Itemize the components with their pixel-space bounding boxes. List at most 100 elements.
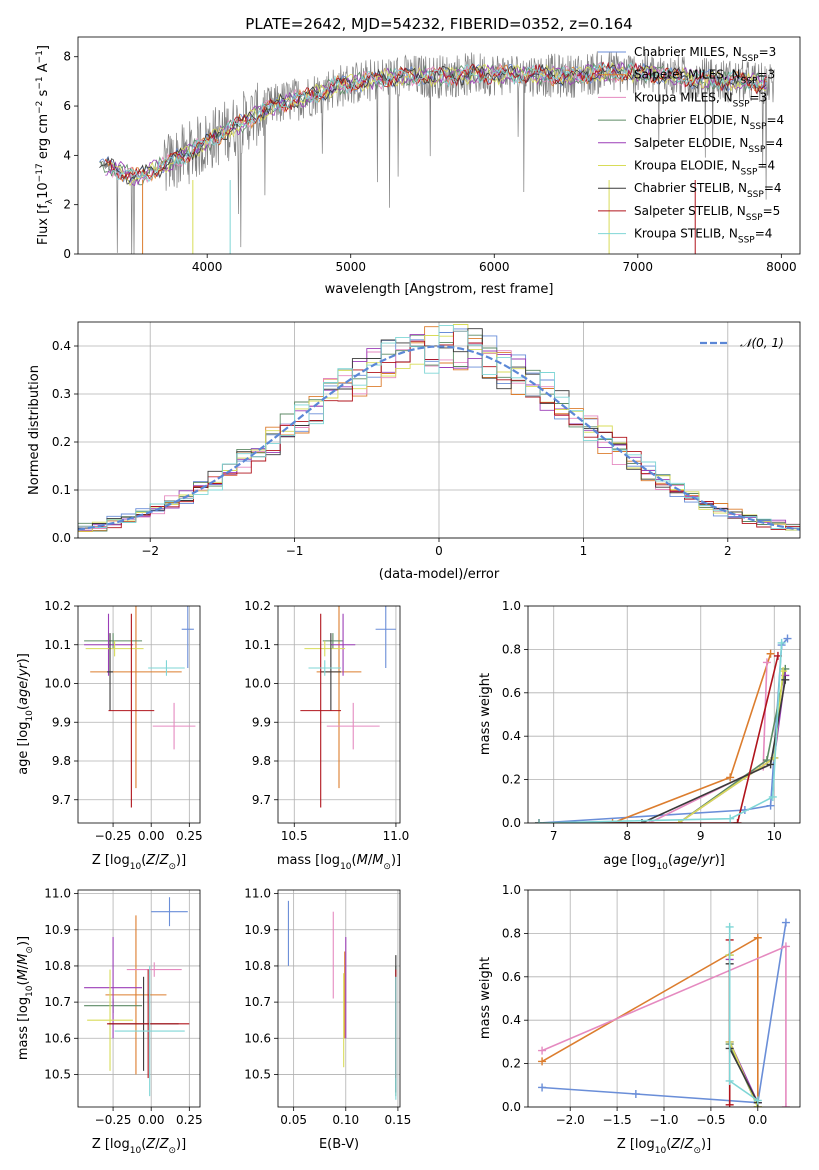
label-part: / [697, 853, 702, 868]
label-part: Salpeter ELODIE, N [634, 136, 748, 150]
axes-frame [77, 36, 801, 255]
y-tick-label: 2 [63, 198, 71, 212]
label-part: yr [701, 853, 717, 868]
x-tick-label: 8 [623, 829, 631, 843]
weight-point [538, 1083, 547, 1092]
label-part: )] [16, 936, 31, 946]
label-part: Z [log [617, 1137, 655, 1152]
y-tick-label: 10.2 [44, 599, 71, 613]
label-part: age [log [603, 853, 656, 868]
axes-frame [277, 605, 401, 824]
y-tick-label: 10.0 [244, 677, 271, 691]
label-part: / [16, 676, 31, 681]
x-tick-label: 2 [724, 544, 732, 558]
axes-age-vs-mass: 10.5 11.0 9.7 9.8 9.9 10.0 10.1 10.2 mass [log10… [244, 599, 410, 872]
y-tick-label: 10.2 [244, 599, 271, 613]
label-part: )] [391, 853, 401, 868]
label-part: SSP [738, 236, 755, 246]
weight-line [539, 662, 768, 823]
x-tick-label: 1 [580, 544, 588, 558]
label-part: Salpeter STELIB, N [634, 204, 746, 218]
label-part: Kroupa STELIB, N [634, 227, 738, 241]
y-tick-label: 0.0 [52, 531, 71, 545]
x-tick-label: 11.0 [383, 829, 410, 843]
y-tick-label: 10.1 [244, 638, 271, 652]
weight-point [781, 918, 790, 927]
weight-line [539, 675, 787, 823]
weight-point [725, 922, 734, 931]
label-part: s [36, 89, 51, 100]
weight-point [538, 1057, 547, 1066]
weight-line [541, 936, 759, 1107]
y-tick-label: 0.8 [502, 926, 521, 940]
x-tick-label: −1.5 [603, 1113, 632, 1127]
label-part: SSP [741, 77, 758, 87]
model-spectrum [110, 62, 766, 183]
y-tick-label: 0.0 [502, 816, 521, 830]
label-part: SSP [741, 168, 758, 178]
y-tick-label: 9.7 [52, 793, 71, 807]
label-part: =4 [757, 159, 775, 173]
label-part: )] [16, 653, 31, 663]
label-part: Z [log [92, 1137, 130, 1152]
y-tick-label: 10.7 [244, 995, 271, 1009]
label-part: / [16, 964, 31, 969]
y-tick-label: 1.0 [502, 883, 521, 897]
label-part: 10 [340, 862, 352, 872]
axes-age-vs-Z: −0.25 0.00 0.25 9.7 9.8 9.9 10.0 10.1 10.2 Z [log… [16, 599, 203, 872]
plot-area [84, 897, 190, 1097]
label-part: Chabrier ELODIE, N [634, 113, 750, 127]
label-part: age [16, 681, 31, 705]
y-tick-label: 8 [63, 50, 71, 64]
label-part: )] [701, 1137, 711, 1152]
x-tick-label: −2 [141, 544, 159, 558]
label-part: Z [670, 1137, 681, 1152]
label-part: 10 [25, 985, 35, 997]
model-spectrum [104, 61, 767, 181]
label-part: ( [16, 980, 31, 985]
x-tick-label: 9 [697, 829, 705, 843]
x-tick-label: 10 [767, 829, 782, 843]
label-part: / [368, 853, 373, 868]
legend-label: Kroupa MILES, NSSP=3 [634, 90, 767, 109]
label-part: ⊙ [25, 946, 35, 954]
label-part: ⊙ [693, 1146, 701, 1156]
y-tick-label: 0.1 [52, 483, 71, 497]
label-part: ⊙ [168, 862, 176, 872]
label-part: 10 [655, 1146, 667, 1156]
label-part: mass [log [16, 997, 31, 1060]
weight-line [538, 637, 789, 823]
x-axis-label: mass [log10(M/M⊙)] [277, 853, 401, 872]
plot-area [78, 324, 800, 532]
x-tick-label: 5000 [335, 260, 366, 274]
label-part: age [673, 853, 697, 868]
legend-label: 𝒩(0, 1) [740, 336, 784, 350]
x-tick-label: −1.0 [649, 1113, 678, 1127]
label-part: =3 [759, 45, 777, 59]
x-tick-label: 10.5 [281, 829, 308, 843]
label-part: ( [141, 853, 146, 868]
x-tick-label: 0.00 [138, 1113, 165, 1127]
label-part: Kroupa MILES, N [634, 90, 733, 104]
label-part: )] [715, 853, 725, 868]
x-tick-label: 0.00 [138, 829, 165, 843]
legend-label: Kroupa STELIB, NSSP=4 [634, 227, 772, 246]
label-part: M [16, 954, 31, 965]
weight-point [777, 638, 786, 647]
label-part: 10 [130, 1146, 142, 1156]
label-part: ( [352, 853, 357, 868]
plot-area [538, 918, 790, 1107]
label-part: Chabrier MILES, N [634, 45, 742, 59]
axis-label: age [log10(age/yr)] [16, 653, 35, 775]
y-tick-label: 6 [63, 99, 71, 113]
x-tick-label: −1 [286, 544, 304, 558]
y-axis-label: Flux [fλ10−17 erg cm−2 s−1 A−1] [35, 45, 55, 245]
y-tick-label: 0.6 [502, 686, 521, 700]
x-tick-label: 0 [435, 544, 443, 558]
weight-line [538, 642, 783, 823]
y-tick-label: 0.2 [502, 1057, 521, 1071]
axes-mass-vs-EBV: 0.05 0.10 0.15 10.5 10.6 10.7 10.8 10.9 11.0 E(B-… [244, 887, 411, 1152]
y-axis-label: mass weight [478, 957, 493, 1039]
